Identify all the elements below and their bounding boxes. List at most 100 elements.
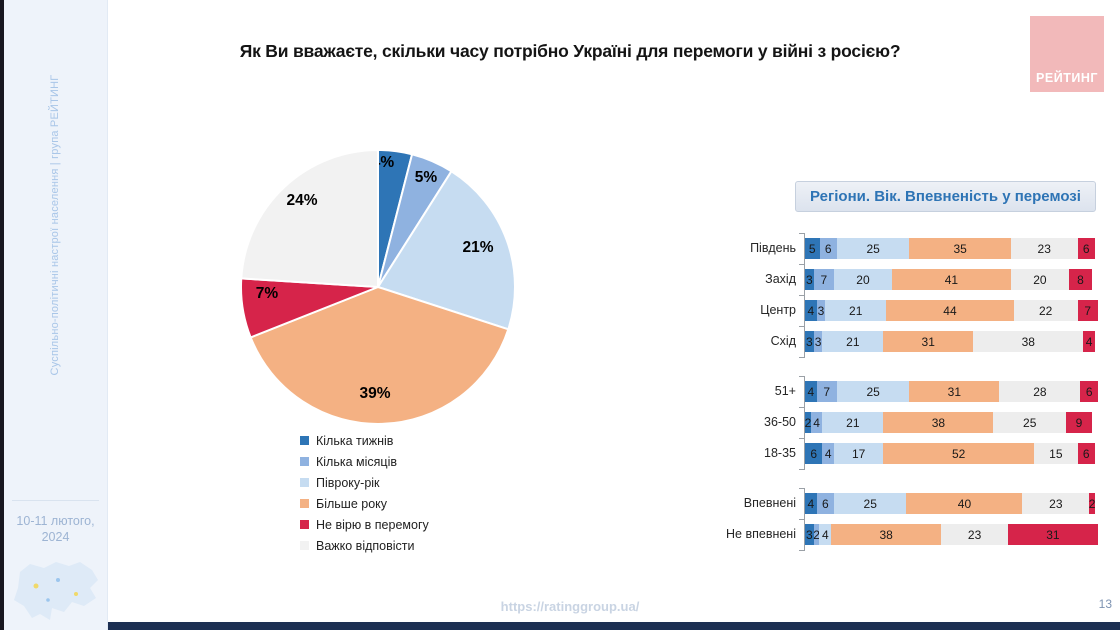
bar-segment: 3 xyxy=(805,331,814,352)
bar-segment-value: 23 xyxy=(1049,496,1063,511)
bar-segments: 4 7 25 31 28 6 xyxy=(805,381,1098,402)
pie-percent-label: 21% xyxy=(462,239,493,256)
bar-segment-value: 52 xyxy=(952,446,966,461)
page-number: 13 xyxy=(1098,597,1112,611)
bar-segment: 4 xyxy=(822,443,834,464)
bar-segments: 2 4 21 38 25 9 xyxy=(805,412,1093,433)
bar-segment: 38 xyxy=(973,331,1084,352)
bar-segment-value: 3 xyxy=(806,272,813,287)
legend-label: Не вірю в перемогу xyxy=(316,517,429,532)
bar-segment-value: 28 xyxy=(1033,384,1047,399)
bar-row: Не впевнені 3 2 4 38 23 31 xyxy=(725,524,1115,545)
bar-segment: 7 xyxy=(813,269,834,290)
bar-segment: 38 xyxy=(883,412,994,433)
bar-row: 51+ 4 7 25 31 28 6 xyxy=(725,381,1115,402)
bar-segment-value: 9 xyxy=(1075,415,1083,430)
legend-label: Кілька місяців xyxy=(316,454,397,469)
axis-tick xyxy=(799,407,805,408)
bar-segment-value: 23 xyxy=(967,527,982,542)
panel-header: Регіони. Вік. Впевненість у перемозі xyxy=(795,181,1096,212)
bar-segment-value: 4 xyxy=(807,496,815,511)
legend-swatch xyxy=(300,541,309,550)
bar-row-label: Південь xyxy=(750,241,796,255)
bar-segment: 6 xyxy=(1077,443,1095,464)
bar-segment: 6 xyxy=(805,443,823,464)
bar-segment: 7 xyxy=(1077,300,1098,321)
axis-tick xyxy=(799,264,805,265)
bar-row-label: Захід xyxy=(765,272,796,286)
bar-segment: 3 xyxy=(805,524,814,545)
bar-segment-value: 4 xyxy=(1085,334,1093,349)
bar-segment: 31 xyxy=(909,381,1000,402)
legend-swatch xyxy=(300,457,309,466)
bar-segment: 41 xyxy=(891,269,1011,290)
axis-tick xyxy=(799,295,805,296)
bar-segment-value: 38 xyxy=(879,527,893,542)
bar-segment-value: 3 xyxy=(806,334,813,349)
sidebar-divider xyxy=(12,500,99,501)
bar-segment-value: 23 xyxy=(1037,241,1051,256)
pie-chart: 4%5%21%39%7%24% xyxy=(240,148,516,425)
pie-percent-label: 5% xyxy=(415,169,438,186)
bar-segment: 4 xyxy=(805,381,817,402)
bar-segment-value: 4 xyxy=(824,446,832,461)
bar-segment-value: 3 xyxy=(814,334,822,349)
pie-legend: Кілька тижнів Кілька місяців Півроку-рік Бі… xyxy=(300,430,429,556)
ukraine-map xyxy=(14,562,98,620)
bar-segment-value: 41 xyxy=(944,272,959,287)
bar-segment-value: 6 xyxy=(1082,446,1090,461)
bar-segments: 5 6 25 35 23 6 xyxy=(805,238,1095,259)
bar-segment: 31 xyxy=(1007,524,1098,545)
bar-segment-value: 4 xyxy=(821,527,829,542)
bar-segment-value: 31 xyxy=(1046,527,1060,542)
bar-group: Впевнені 4 6 25 40 23 2 Не впевнені 3 2 4 38 23 31 xyxy=(725,488,1115,551)
bar-segment: 2 xyxy=(813,524,820,545)
bar-segment-value: 7 xyxy=(1084,303,1092,318)
bar-segment-value: 25 xyxy=(866,241,880,256)
bar-segments: 3 3 21 31 38 4 xyxy=(805,331,1095,352)
axis-tick xyxy=(799,488,805,489)
bar-row-label: Схід xyxy=(770,334,796,348)
bar-segment-value: 25 xyxy=(863,496,877,511)
bar-segment: 3 xyxy=(816,300,826,321)
bar-segment-value: 6 xyxy=(821,496,829,511)
bar-segment-value: 15 xyxy=(1049,446,1063,461)
axis-tick xyxy=(799,438,805,439)
bar-segment-value: 31 xyxy=(921,334,935,349)
legend-item: Кілька місяців xyxy=(300,451,429,472)
category-axis xyxy=(804,376,805,469)
bar-segment-value: 20 xyxy=(1033,272,1047,287)
bar-segments: 3 7 20 41 20 8 xyxy=(805,269,1093,290)
bar-segment-value: 20 xyxy=(856,272,870,287)
bar-segment: 35 xyxy=(909,238,1011,259)
bar-group: Південь 5 6 25 35 23 6 Захід 3 7 20 41 20 8 Центр 4 3 21 4… xyxy=(725,233,1115,358)
bar-segment-value: 5 xyxy=(808,241,816,256)
bar-segment-value: 38 xyxy=(1021,334,1035,349)
bar-segment: 25 xyxy=(833,493,907,514)
bar-row: Впевнені 4 6 25 40 23 2 xyxy=(725,493,1115,514)
bar-row: 36-50 2 4 21 38 25 9 xyxy=(725,412,1115,433)
rating-logo: РЕЙТИНГ xyxy=(1030,16,1104,92)
bar-segment-value: 6 xyxy=(1082,241,1090,256)
bar-segment-value: 8 xyxy=(1077,272,1084,287)
bar-segment: 6 xyxy=(816,493,834,514)
bar-segment: 5 xyxy=(805,238,820,259)
bar-segment: 6 xyxy=(1080,381,1098,402)
bar-segment: 44 xyxy=(886,300,1014,321)
bar-segment: 17 xyxy=(833,443,884,464)
bar-segment: 3 xyxy=(805,269,814,290)
bar-segment-value: 3 xyxy=(817,303,825,318)
axis-tick xyxy=(799,469,805,470)
legend-swatch xyxy=(300,436,309,445)
bar-segment: 4 xyxy=(819,524,832,545)
bottom-bar xyxy=(108,622,1120,630)
bar-row: Захід 3 7 20 41 20 8 xyxy=(725,269,1115,290)
bar-row: Південь 5 6 25 35 23 6 xyxy=(725,238,1115,259)
bar-segment-value: 44 xyxy=(943,303,957,318)
bar-segment: 23 xyxy=(1022,493,1090,514)
bar-row: Центр 4 3 21 44 22 7 xyxy=(725,300,1115,321)
axis-tick xyxy=(799,233,805,234)
legend-label: Півроку-рік xyxy=(316,475,380,490)
bar-row-label: 18-35 xyxy=(764,446,796,460)
bar-segment: 21 xyxy=(822,331,884,352)
